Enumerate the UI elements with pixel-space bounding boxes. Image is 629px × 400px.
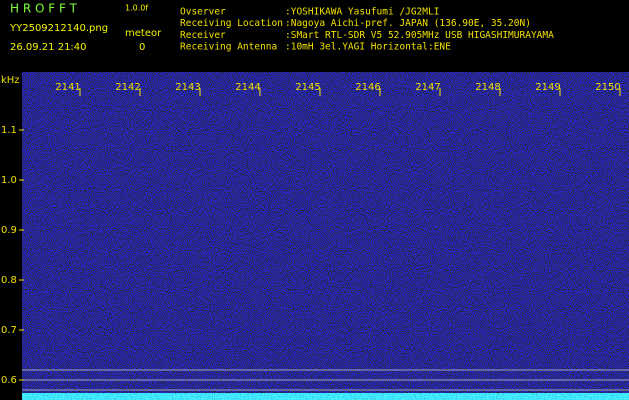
x-label: 2141 bbox=[55, 82, 80, 93]
x-label: 2143 bbox=[175, 82, 200, 93]
y-label: 1.0 bbox=[1, 175, 17, 186]
spectrogram bbox=[22, 72, 629, 394]
info-value: :YOSHIKAWA Yasufumi /JG2MLI bbox=[285, 7, 439, 18]
y-label: 0.9 bbox=[1, 225, 17, 236]
info-label: Receiving Location bbox=[180, 18, 283, 29]
info-label: Receiver bbox=[180, 30, 226, 41]
counter: 0 bbox=[139, 42, 145, 53]
x-label: 2148 bbox=[475, 82, 500, 93]
info-value: :10mH 3el.YAGI Horizontal:ENE bbox=[285, 42, 451, 53]
x-label: 2150 bbox=[595, 82, 620, 93]
info-block: Ovserver:YOSHIKAWA Yasufumi /JG2MLIRecei… bbox=[180, 7, 554, 53]
counter-label: meteor bbox=[125, 28, 162, 39]
datetime: 26.09.21 21:40 bbox=[10, 42, 87, 53]
x-label: 2147 bbox=[415, 82, 440, 93]
info-label: Receiving Antenna bbox=[180, 42, 277, 53]
y-label: 1.1 bbox=[1, 125, 17, 136]
x-label: 2144 bbox=[235, 82, 260, 93]
version: 1.0.0f bbox=[125, 4, 148, 13]
info-value: :SMart RTL-SDR V5 52.905MHz USB HIGASHIM… bbox=[285, 30, 554, 41]
signal-band bbox=[22, 393, 629, 400]
app-name: H R O F F T bbox=[10, 2, 78, 16]
x-label: 2146 bbox=[355, 82, 380, 93]
x-label: 2145 bbox=[295, 82, 320, 93]
file-name: YY2509212140.png bbox=[9, 23, 108, 34]
axes: 1.1 1.0 0.9 0.8 0.7 0.6 2141 2142 2143 2144 2145 21… bbox=[1, 82, 621, 386]
y-label: 0.7 bbox=[1, 325, 17, 336]
info-value: :Nagoya Aichi-pref. JAPAN (136.90E, 35.2… bbox=[285, 18, 531, 29]
x-label: 2149 bbox=[535, 82, 560, 93]
x-label: 2142 bbox=[115, 82, 140, 93]
y-label: 0.8 bbox=[1, 275, 17, 286]
y-label: 0.6 bbox=[1, 375, 17, 386]
info-label: Ovserver bbox=[180, 7, 226, 18]
y-unit: kHz bbox=[1, 75, 20, 86]
